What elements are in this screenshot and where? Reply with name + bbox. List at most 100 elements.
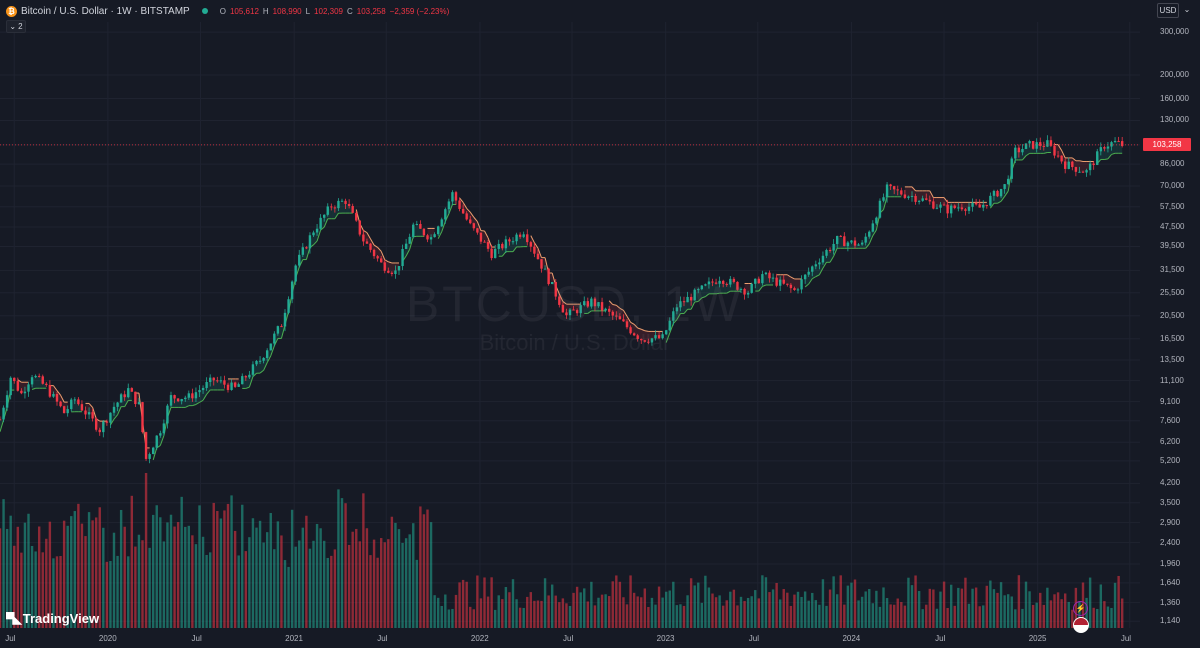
indicators-toggle-button[interactable]: ⌄ 2 bbox=[6, 20, 26, 33]
volume-bar bbox=[322, 540, 326, 628]
candle-body bbox=[162, 423, 166, 434]
volume-bar bbox=[369, 555, 372, 628]
volume-bar bbox=[622, 597, 625, 628]
volume-bar bbox=[835, 594, 839, 628]
ohlc-key: H bbox=[262, 6, 269, 16]
price-tick-label: 9,100 bbox=[1160, 396, 1181, 406]
supertrend-segment bbox=[487, 237, 493, 248]
lightning-icon[interactable]: ⚡ bbox=[1073, 601, 1088, 616]
supertrend-segment bbox=[473, 216, 478, 222]
supertrend-fill-segment bbox=[1018, 149, 1023, 160]
candle-body bbox=[144, 432, 148, 459]
volume-bar bbox=[707, 587, 711, 628]
volume-bar bbox=[16, 526, 20, 628]
candle-body bbox=[889, 184, 892, 187]
supertrend-segment bbox=[787, 274, 792, 278]
supertrend-segment bbox=[1107, 154, 1112, 160]
volume-bar bbox=[700, 602, 704, 628]
price-tick-label: 25,500 bbox=[1160, 287, 1185, 297]
volume-bar bbox=[946, 607, 949, 628]
supertrend-segment bbox=[829, 256, 835, 263]
candle-body bbox=[226, 384, 230, 390]
supertrend-fill-segment bbox=[712, 282, 717, 294]
candle-body bbox=[878, 200, 882, 218]
candle-body bbox=[835, 235, 839, 244]
volume-bar bbox=[565, 603, 568, 628]
volume-bar bbox=[30, 545, 34, 628]
candle-body bbox=[607, 308, 611, 312]
volume-bar bbox=[1042, 604, 1046, 628]
supertrend-fill-segment bbox=[520, 235, 524, 247]
volume-bar bbox=[925, 604, 928, 628]
candle-body bbox=[501, 243, 504, 249]
candle-body bbox=[91, 412, 94, 419]
volume-bar bbox=[262, 542, 265, 628]
volume-bar bbox=[37, 526, 41, 628]
supertrend-fill-segment bbox=[872, 220, 877, 236]
volume-bar bbox=[754, 590, 757, 628]
supertrend-segment bbox=[441, 221, 446, 232]
time-tick-label: 2022 bbox=[470, 634, 489, 643]
candle-body bbox=[169, 395, 173, 406]
tradingview-logo[interactable]: ▀◣ TradingView bbox=[6, 611, 99, 626]
volume-bar bbox=[686, 595, 689, 628]
candle-body bbox=[697, 289, 700, 291]
candle-body bbox=[102, 421, 105, 433]
volume-bar bbox=[640, 597, 643, 628]
volume-bar bbox=[793, 594, 796, 628]
candle-body bbox=[1056, 155, 1060, 157]
price-tick-label: 1,140 bbox=[1160, 616, 1181, 626]
supertrend-fill-segment bbox=[794, 278, 798, 290]
bitcoin-icon: ₿ bbox=[6, 5, 17, 17]
time-tick-label: 2021 bbox=[285, 634, 303, 643]
candle-body bbox=[1088, 163, 1092, 171]
candle-body bbox=[807, 271, 810, 275]
candle-body bbox=[52, 394, 55, 397]
volume-bar bbox=[732, 589, 736, 628]
candle-body bbox=[429, 237, 433, 240]
candle-body bbox=[732, 278, 736, 282]
volume-bar bbox=[529, 592, 533, 628]
volume-bar bbox=[811, 592, 814, 628]
supertrend-fill-segment bbox=[1115, 141, 1119, 154]
supertrend-segment bbox=[259, 369, 264, 374]
candle-body bbox=[372, 249, 376, 257]
supertrend-segment bbox=[804, 283, 810, 288]
supertrend-fill-segment bbox=[395, 262, 399, 273]
symbol-title[interactable]: Bitcoin / U.S. Dollar · 1W · BITSTAMP bbox=[21, 5, 190, 17]
volume-bar bbox=[743, 601, 746, 628]
volume-bar bbox=[974, 587, 978, 628]
supertrend-fill-segment bbox=[57, 390, 61, 404]
volume-bar bbox=[490, 577, 493, 628]
candle-body bbox=[586, 301, 590, 307]
volume-bar bbox=[45, 538, 48, 628]
supertrend-fill-segment bbox=[463, 202, 467, 217]
currency-selector[interactable]: USD bbox=[1157, 3, 1179, 18]
candle-body bbox=[565, 312, 568, 316]
supertrend-fill-segment bbox=[705, 282, 709, 297]
candle-body bbox=[322, 214, 326, 218]
volume-bar bbox=[458, 582, 461, 628]
us-flag-icon[interactable] bbox=[1073, 617, 1089, 633]
price-tick-label: 2,400 bbox=[1160, 537, 1181, 547]
volume-bar bbox=[550, 584, 554, 628]
volume-bar bbox=[882, 587, 885, 628]
candle-body bbox=[13, 377, 16, 382]
volume-bar bbox=[169, 514, 173, 628]
volume-bar bbox=[1071, 609, 1074, 628]
chevron-down-icon[interactable]: ⌄ bbox=[1183, 5, 1191, 14]
supertrend-segment bbox=[53, 385, 58, 391]
supertrend-fill-segment bbox=[1083, 161, 1087, 173]
volume-bar bbox=[989, 580, 992, 628]
candle-body bbox=[216, 380, 219, 382]
supertrend-segment bbox=[623, 310, 628, 317]
candle-body bbox=[985, 204, 989, 206]
volume-bar bbox=[821, 579, 825, 628]
candle-body bbox=[258, 360, 262, 362]
supertrend-segment bbox=[644, 330, 649, 332]
supertrend-segment bbox=[88, 403, 94, 408]
volume-bar bbox=[1053, 594, 1056, 628]
price-tick-label: 57,500 bbox=[1160, 201, 1185, 211]
market-status-icon[interactable] bbox=[201, 8, 208, 14]
